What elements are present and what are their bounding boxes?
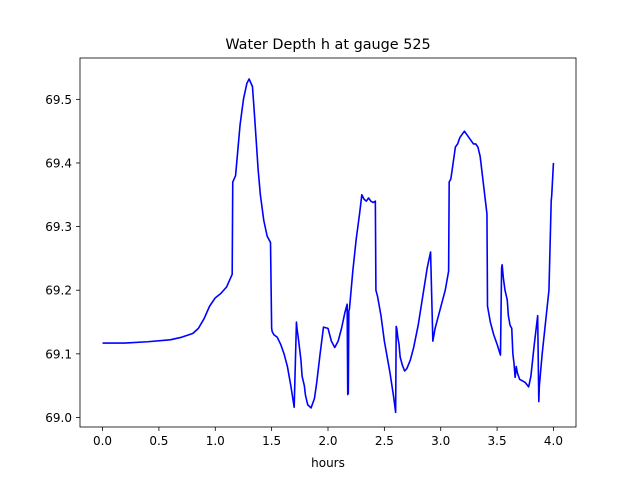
y-tick-label: 69.2 — [45, 284, 72, 298]
x-tick-label: 0.5 — [149, 434, 168, 448]
y-tick-label: 69.5 — [45, 93, 72, 107]
y-tick-label: 69.4 — [45, 156, 72, 170]
x-tick-label: 2.5 — [375, 434, 394, 448]
x-tick-label: 1.0 — [206, 434, 225, 448]
series-lines — [102, 78, 555, 414]
x-tick-label: 2.0 — [318, 434, 337, 448]
x-axis-label: hours — [311, 456, 345, 470]
y-axis-ticks: 69.0 69.1 69.2 69.3 69.4 69.5 — [45, 93, 80, 425]
x-tick-label: 0.0 — [93, 434, 112, 448]
y-tick-label: 69.3 — [45, 220, 72, 234]
x-tick-label: 1.5 — [262, 434, 281, 448]
x-tick-label: 3.0 — [431, 434, 450, 448]
y-tick-label: 69.0 — [45, 411, 72, 425]
plot-area-frame — [79, 57, 577, 428]
x-axis-ticks: 0.0 0.5 1.0 1.5 2.0 2.5 3.0 3.5 4.0 — [93, 427, 563, 448]
x-tick-label: 3.5 — [488, 434, 507, 448]
y-tick-label: 69.1 — [45, 347, 72, 361]
x-tick-label: 4.0 — [544, 434, 563, 448]
chart-title: Water Depth h at gauge 525 — [225, 37, 430, 53]
series-line — [102, 78, 555, 414]
